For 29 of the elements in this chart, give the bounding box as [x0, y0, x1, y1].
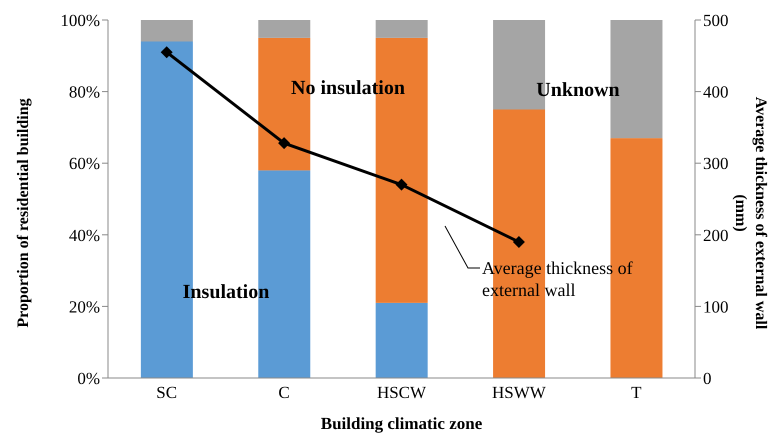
- y2-tick-label: 200: [703, 226, 728, 245]
- x-tick-label: SC: [156, 383, 178, 402]
- y2-tick-label: 300: [703, 154, 728, 174]
- series-label: Unknown: [536, 79, 620, 101]
- y2-tick-label: 400: [703, 82, 728, 102]
- y-tick-label: 20%: [68, 297, 100, 316]
- y-axis-title: Proportion of residential building: [15, 98, 32, 328]
- y2-tick-label: 100: [703, 297, 728, 316]
- point: [278, 137, 290, 150]
- x-axis-title: Building climatic zone: [320, 414, 483, 433]
- point: [512, 236, 525, 248]
- point: [396, 178, 408, 191]
- y-tick-label: 80%: [68, 82, 100, 102]
- y2-tick-label: 500: [703, 11, 728, 30]
- y2-axis-title: Average thickness of external wall (mm): [732, 96, 769, 330]
- y-tick-label: 60%: [68, 154, 100, 174]
- bar: [376, 302, 428, 378]
- y-tick-label: 40%: [68, 226, 100, 245]
- x-tick-label: HSWW: [492, 383, 547, 402]
- bar: [258, 20, 310, 38]
- x-tick-label: C: [278, 383, 290, 402]
- y2-tick-label: 0: [703, 369, 712, 388]
- bar: [376, 20, 428, 38]
- y-tick-label: 0%: [77, 369, 100, 388]
- y-tick-label: 100%: [60, 11, 100, 30]
- x-tick-label: T: [631, 383, 642, 402]
- point: [160, 46, 173, 58]
- x-tick-label: HSCW: [376, 383, 428, 402]
- bar: [140, 20, 193, 42]
